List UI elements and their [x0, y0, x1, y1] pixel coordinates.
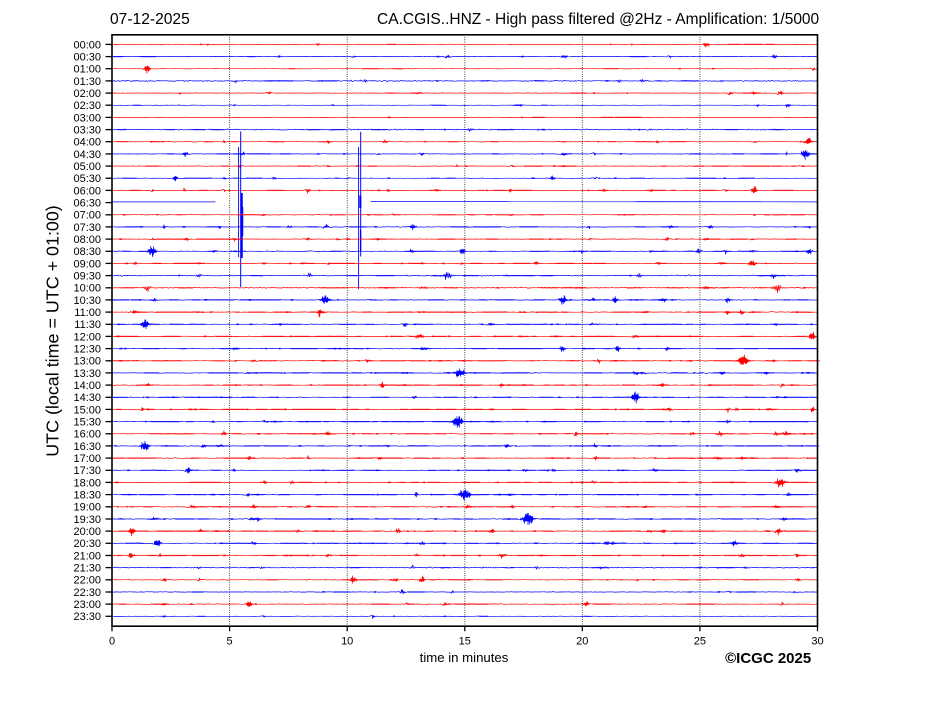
svg-text:03:30: 03:30 — [73, 125, 101, 137]
svg-text:04:30: 04:30 — [73, 149, 101, 161]
svg-text:14:00: 14:00 — [73, 380, 101, 392]
svg-text:00:00: 00:00 — [73, 39, 101, 51]
svg-text:00:30: 00:30 — [73, 52, 101, 64]
svg-text:13:30: 13:30 — [73, 368, 101, 380]
svg-text:01:00: 01:00 — [73, 64, 101, 76]
svg-text:11:30: 11:30 — [74, 319, 101, 331]
svg-text:07:00: 07:00 — [73, 210, 101, 222]
svg-text:19:00: 19:00 — [73, 502, 101, 514]
svg-text:23:00: 23:00 — [73, 599, 101, 611]
svg-text:02:00: 02:00 — [73, 88, 101, 100]
svg-text:07-12-2025: 07-12-2025 — [110, 11, 190, 28]
svg-text:06:30: 06:30 — [73, 198, 101, 210]
svg-text:21:00: 21:00 — [73, 550, 101, 562]
svg-text:17:30: 17:30 — [73, 465, 101, 477]
svg-text:06:00: 06:00 — [73, 185, 101, 197]
svg-text:17:00: 17:00 — [73, 453, 101, 465]
svg-text:time in minutes: time in minutes — [420, 650, 509, 665]
svg-text:13:00: 13:00 — [73, 356, 101, 368]
svg-text:09:30: 09:30 — [73, 271, 101, 283]
svg-text:04:00: 04:00 — [73, 137, 101, 149]
svg-text:20:00: 20:00 — [73, 526, 101, 538]
svg-text:18:30: 18:30 — [73, 490, 101, 502]
svg-text:05:00: 05:00 — [73, 161, 101, 173]
svg-text:CA.CGIS..HNZ - High pass filte: CA.CGIS..HNZ - High pass filtered @2Hz -… — [377, 11, 820, 28]
svg-text:16:00: 16:00 — [73, 429, 101, 441]
svg-text:UTC (local time = UTC + 01:00): UTC (local time = UTC + 01:00) — [43, 205, 63, 457]
svg-text:18:00: 18:00 — [73, 477, 101, 489]
svg-text:16:30: 16:30 — [73, 441, 101, 453]
svg-text:15: 15 — [459, 636, 471, 648]
svg-text:15:30: 15:30 — [73, 417, 101, 429]
svg-text:19:30: 19:30 — [73, 514, 101, 526]
svg-text:10:00: 10:00 — [73, 283, 101, 295]
svg-text:05:30: 05:30 — [73, 173, 101, 185]
svg-text:12:30: 12:30 — [73, 344, 101, 356]
svg-text:23:30: 23:30 — [73, 611, 101, 623]
svg-text:10:30: 10:30 — [73, 295, 101, 307]
svg-text:01:30: 01:30 — [73, 76, 101, 88]
svg-text:20: 20 — [576, 636, 588, 648]
svg-text:5: 5 — [227, 636, 233, 648]
svg-text:22:00: 22:00 — [73, 575, 101, 587]
svg-text:09:00: 09:00 — [73, 258, 101, 270]
svg-text:22:30: 22:30 — [73, 587, 101, 599]
svg-text:03:00: 03:00 — [73, 112, 101, 124]
svg-text:20:30: 20:30 — [73, 538, 101, 550]
svg-text:15:00: 15:00 — [73, 404, 101, 416]
svg-text:12:00: 12:00 — [73, 331, 101, 343]
svg-text:08:00: 08:00 — [73, 234, 101, 246]
svg-text:10: 10 — [341, 636, 353, 648]
svg-text:14:30: 14:30 — [73, 392, 101, 404]
svg-text:30: 30 — [811, 636, 823, 648]
svg-text:25: 25 — [694, 636, 706, 648]
svg-text:©ICGC 2025: ©ICGC 2025 — [725, 650, 811, 667]
svg-text:11:00: 11:00 — [74, 307, 101, 319]
svg-text:0: 0 — [109, 636, 115, 648]
svg-text:21:30: 21:30 — [73, 563, 101, 575]
svg-text:08:30: 08:30 — [73, 246, 101, 258]
svg-text:07:30: 07:30 — [73, 222, 101, 234]
svg-text:02:30: 02:30 — [73, 100, 101, 112]
